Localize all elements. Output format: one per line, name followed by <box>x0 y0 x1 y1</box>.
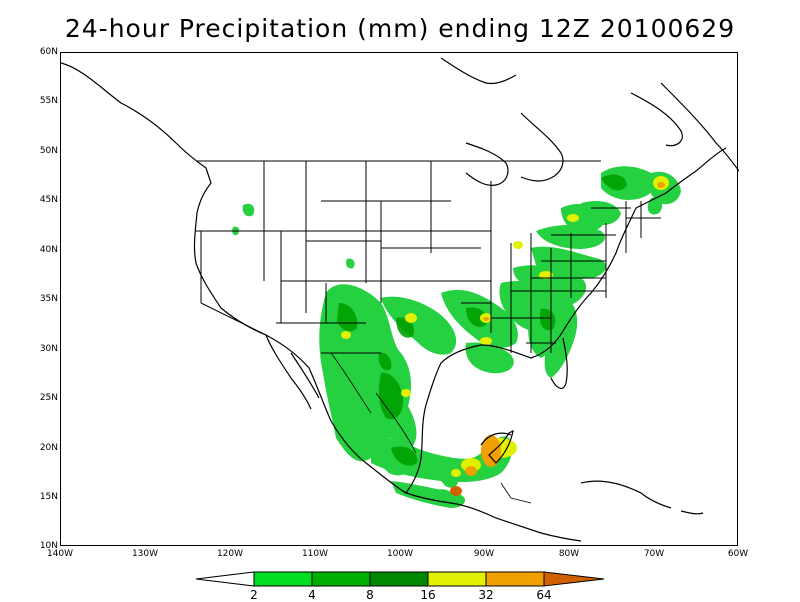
colorbar-arrow-high <box>543 571 605 587</box>
colorbar-label: 2 <box>250 588 258 602</box>
lat-label: 35N <box>39 294 58 304</box>
colorbar-segment <box>369 571 429 587</box>
colorbar-label: 16 <box>420 588 436 602</box>
lon-label: 140W <box>46 549 74 559</box>
mexico-borders <box>330 352 532 504</box>
colorbar-segment <box>427 571 487 587</box>
lon-label: 130W <box>131 549 159 559</box>
lat-label: 20N <box>39 443 58 453</box>
precip-red-areas <box>450 486 462 496</box>
lon-label: 70W <box>643 549 665 559</box>
colorbar-label: 4 <box>308 588 316 602</box>
map-title: 24-hour Precipitation (mm) ending 12Z 20… <box>64 14 736 43</box>
colorbar-arrow-low <box>195 571 255 587</box>
map-frame <box>60 52 739 546</box>
colorbar-label: 8 <box>366 588 374 602</box>
colorbar-segment <box>311 571 371 587</box>
lat-label: 40N <box>39 245 58 255</box>
lat-label: 15N <box>39 492 58 502</box>
lat-label: 10N <box>39 541 58 551</box>
lon-label: 90W <box>473 549 495 559</box>
lat-label: 30N <box>39 344 58 354</box>
lon-label: 110W <box>301 549 329 559</box>
lon-label: 100W <box>386 549 414 559</box>
precip-dark-green-areas <box>337 174 627 466</box>
colorbar-segment <box>253 571 313 587</box>
lon-label: 60W <box>727 549 749 559</box>
colorbar-segment <box>485 571 545 587</box>
precipitation-map <box>61 57 739 542</box>
map-outlines <box>61 57 739 542</box>
lat-label: 55N <box>39 96 58 106</box>
lat-label: 25N <box>39 393 58 403</box>
lat-label: 60N <box>39 47 58 57</box>
lon-label: 120W <box>216 549 244 559</box>
colorbar-label: 32 <box>478 588 494 602</box>
state-borders <box>196 160 661 354</box>
lon-label: 80W <box>558 549 580 559</box>
lat-label: 45N <box>39 195 58 205</box>
lat-label: 50N <box>39 146 58 156</box>
colorbar-label: 64 <box>536 588 552 602</box>
precip-orange-areas <box>465 182 665 476</box>
